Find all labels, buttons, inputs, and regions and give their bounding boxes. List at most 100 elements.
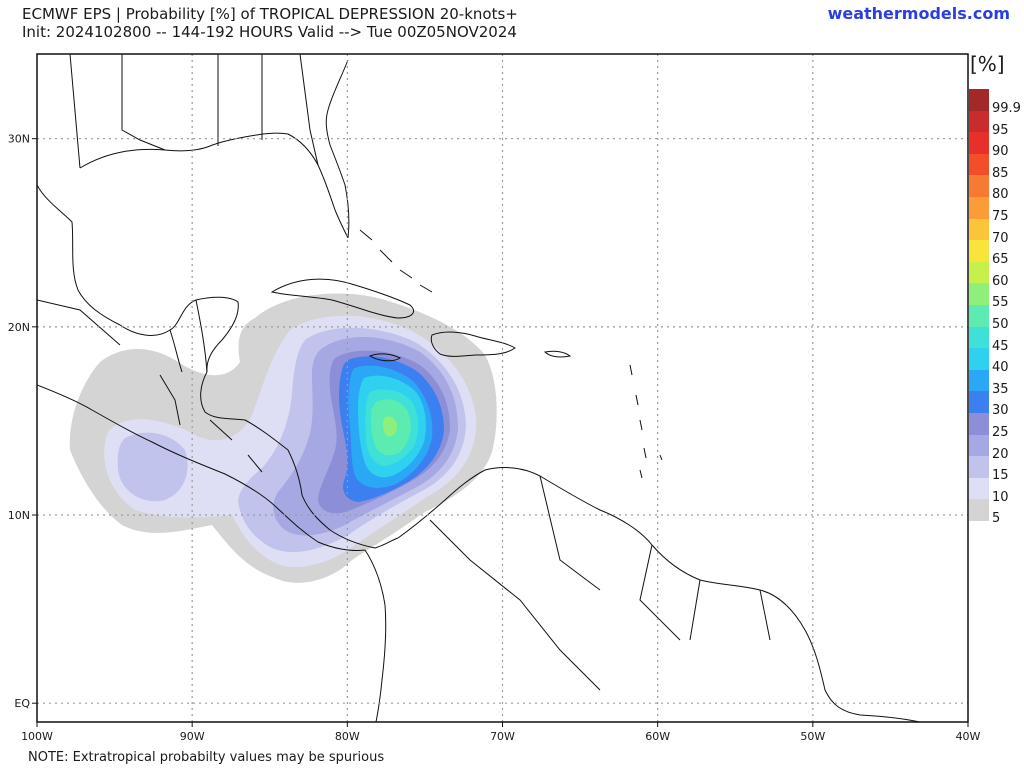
legend-label: 65 bbox=[992, 252, 1009, 268]
lon-label: 50W bbox=[800, 730, 825, 743]
legend-swatch bbox=[969, 132, 989, 154]
south-america-pacific bbox=[364, 549, 387, 722]
south-america-interior-borders bbox=[429, 475, 771, 691]
gulf-coast-line bbox=[37, 184, 239, 373]
site-link[interactable]: weathermodels.com bbox=[827, 4, 1010, 23]
legend-label: 70 bbox=[992, 230, 1009, 246]
yucatan-outline bbox=[169, 299, 208, 373]
legend-label: 15 bbox=[992, 468, 1009, 484]
legend-label: 55 bbox=[992, 295, 1009, 311]
legend-level: 60 bbox=[969, 261, 1024, 288]
legend-level: 5 bbox=[969, 499, 1024, 526]
legend-swatch bbox=[969, 218, 989, 241]
legend-swatch bbox=[969, 110, 989, 133]
legend-label: 30 bbox=[992, 403, 1009, 419]
legend-label: 25 bbox=[992, 424, 1009, 440]
map-subtitle: Init: 2024102800 -- 144-192 HOURS Valid … bbox=[22, 23, 517, 41]
map-title: ECMWF EPS | Probability [%] of TROPICAL … bbox=[22, 5, 518, 23]
legend-label: 5 bbox=[992, 511, 1001, 527]
legend-label: 95 bbox=[992, 122, 1009, 138]
legend-level: 65 bbox=[969, 240, 1024, 267]
hispaniola-outline bbox=[430, 331, 516, 357]
legend-label: 80 bbox=[992, 187, 1009, 203]
legend-level: 25 bbox=[969, 412, 1024, 439]
bahamas bbox=[359, 229, 433, 293]
legend-level: 80 bbox=[969, 175, 1024, 202]
legend-label: 60 bbox=[992, 273, 1009, 289]
legend-swatch bbox=[969, 196, 989, 219]
legend-swatch bbox=[969, 412, 989, 435]
jamaica-outline bbox=[368, 353, 401, 362]
legend-level: 20 bbox=[969, 434, 1024, 461]
legend-swatch bbox=[969, 261, 989, 284]
us-interior-borders bbox=[69, 54, 319, 169]
puerto-rico-outline bbox=[543, 350, 572, 358]
lat-label: 30N bbox=[8, 133, 30, 146]
legend-swatch bbox=[969, 326, 989, 349]
florida-east-coast bbox=[325, 59, 350, 239]
legend-swatch bbox=[969, 434, 989, 457]
central-america-pacific bbox=[37, 384, 366, 551]
legend-label: 75 bbox=[992, 208, 1009, 224]
legend-level: 30 bbox=[969, 391, 1024, 418]
legend-swatch bbox=[969, 369, 989, 392]
legend-label: 10 bbox=[992, 489, 1009, 505]
legend-unit: [%] bbox=[970, 52, 1005, 76]
legend-level: 85 bbox=[969, 153, 1024, 180]
lon-label: 60W bbox=[645, 730, 670, 743]
lat-label: 20N bbox=[8, 321, 30, 334]
legend-label: 50 bbox=[992, 316, 1009, 332]
legend-level: 10 bbox=[969, 477, 1024, 504]
legend-label: 20 bbox=[992, 446, 1009, 462]
legend-swatch bbox=[969, 240, 989, 262]
mexico-interior-borders bbox=[37, 299, 263, 473]
lat-label: EQ bbox=[14, 697, 30, 710]
legend-label: 99.9 bbox=[992, 101, 1021, 116]
legend-swatch bbox=[969, 456, 989, 478]
lon-label: 80W bbox=[335, 730, 360, 743]
legend-swatch bbox=[969, 175, 989, 197]
legend-swatch bbox=[969, 499, 989, 521]
coastlines bbox=[37, 54, 921, 722]
legend-level: 45 bbox=[969, 326, 1024, 353]
legend-swatch bbox=[969, 348, 989, 370]
legend-level: 95 bbox=[969, 110, 1024, 137]
probability-shading bbox=[69, 293, 497, 583]
legend-label: 35 bbox=[992, 381, 1009, 397]
color-legend: 99.9 95 90 85 80 75 70 65 60 55 50 45 40 35 30 25 20 15 10… bbox=[969, 89, 1024, 526]
central-america-coast bbox=[200, 371, 399, 549]
legend-level: 90 bbox=[969, 132, 1024, 159]
legend-level: 75 bbox=[969, 196, 1024, 223]
cuba-outline bbox=[270, 278, 414, 319]
lon-label: 90W bbox=[180, 730, 205, 743]
legend-label: 85 bbox=[992, 165, 1009, 181]
south-america-north bbox=[397, 467, 921, 722]
legend-level: 50 bbox=[969, 304, 1024, 331]
lat-label: 10N bbox=[8, 509, 30, 522]
legend-swatch bbox=[969, 89, 989, 111]
lon-label: 100W bbox=[21, 730, 53, 743]
legend-label: 45 bbox=[992, 338, 1009, 354]
prob-15-west-area bbox=[117, 432, 188, 502]
gridlines bbox=[37, 54, 968, 722]
lon-label: 70W bbox=[490, 730, 515, 743]
legend-swatch bbox=[969, 283, 989, 305]
legend-level: 40 bbox=[969, 348, 1024, 375]
legend-swatch bbox=[969, 304, 989, 327]
prob-55-area bbox=[383, 416, 397, 437]
legend-label: 40 bbox=[992, 360, 1009, 376]
map-axes: 100W 90W 80W 70W 60W 50W 40W 30N 20N 10N EQ bbox=[8, 133, 981, 743]
legend-level: 70 bbox=[969, 218, 1024, 245]
legend-swatch bbox=[969, 391, 989, 413]
legend-level: 15 bbox=[969, 456, 1024, 483]
legend-label: 90 bbox=[992, 144, 1009, 160]
footer-note: NOTE: Extratropical probabilty values ma… bbox=[28, 750, 385, 765]
legend-level: 35 bbox=[969, 369, 1024, 396]
legend-level: 55 bbox=[969, 283, 1024, 310]
legend-swatch bbox=[969, 153, 989, 176]
legend-level: 99.9 bbox=[969, 89, 1024, 116]
us-gulf-north-coast bbox=[79, 132, 349, 239]
lesser-antilles bbox=[629, 364, 663, 479]
legend-swatch bbox=[969, 477, 989, 500]
